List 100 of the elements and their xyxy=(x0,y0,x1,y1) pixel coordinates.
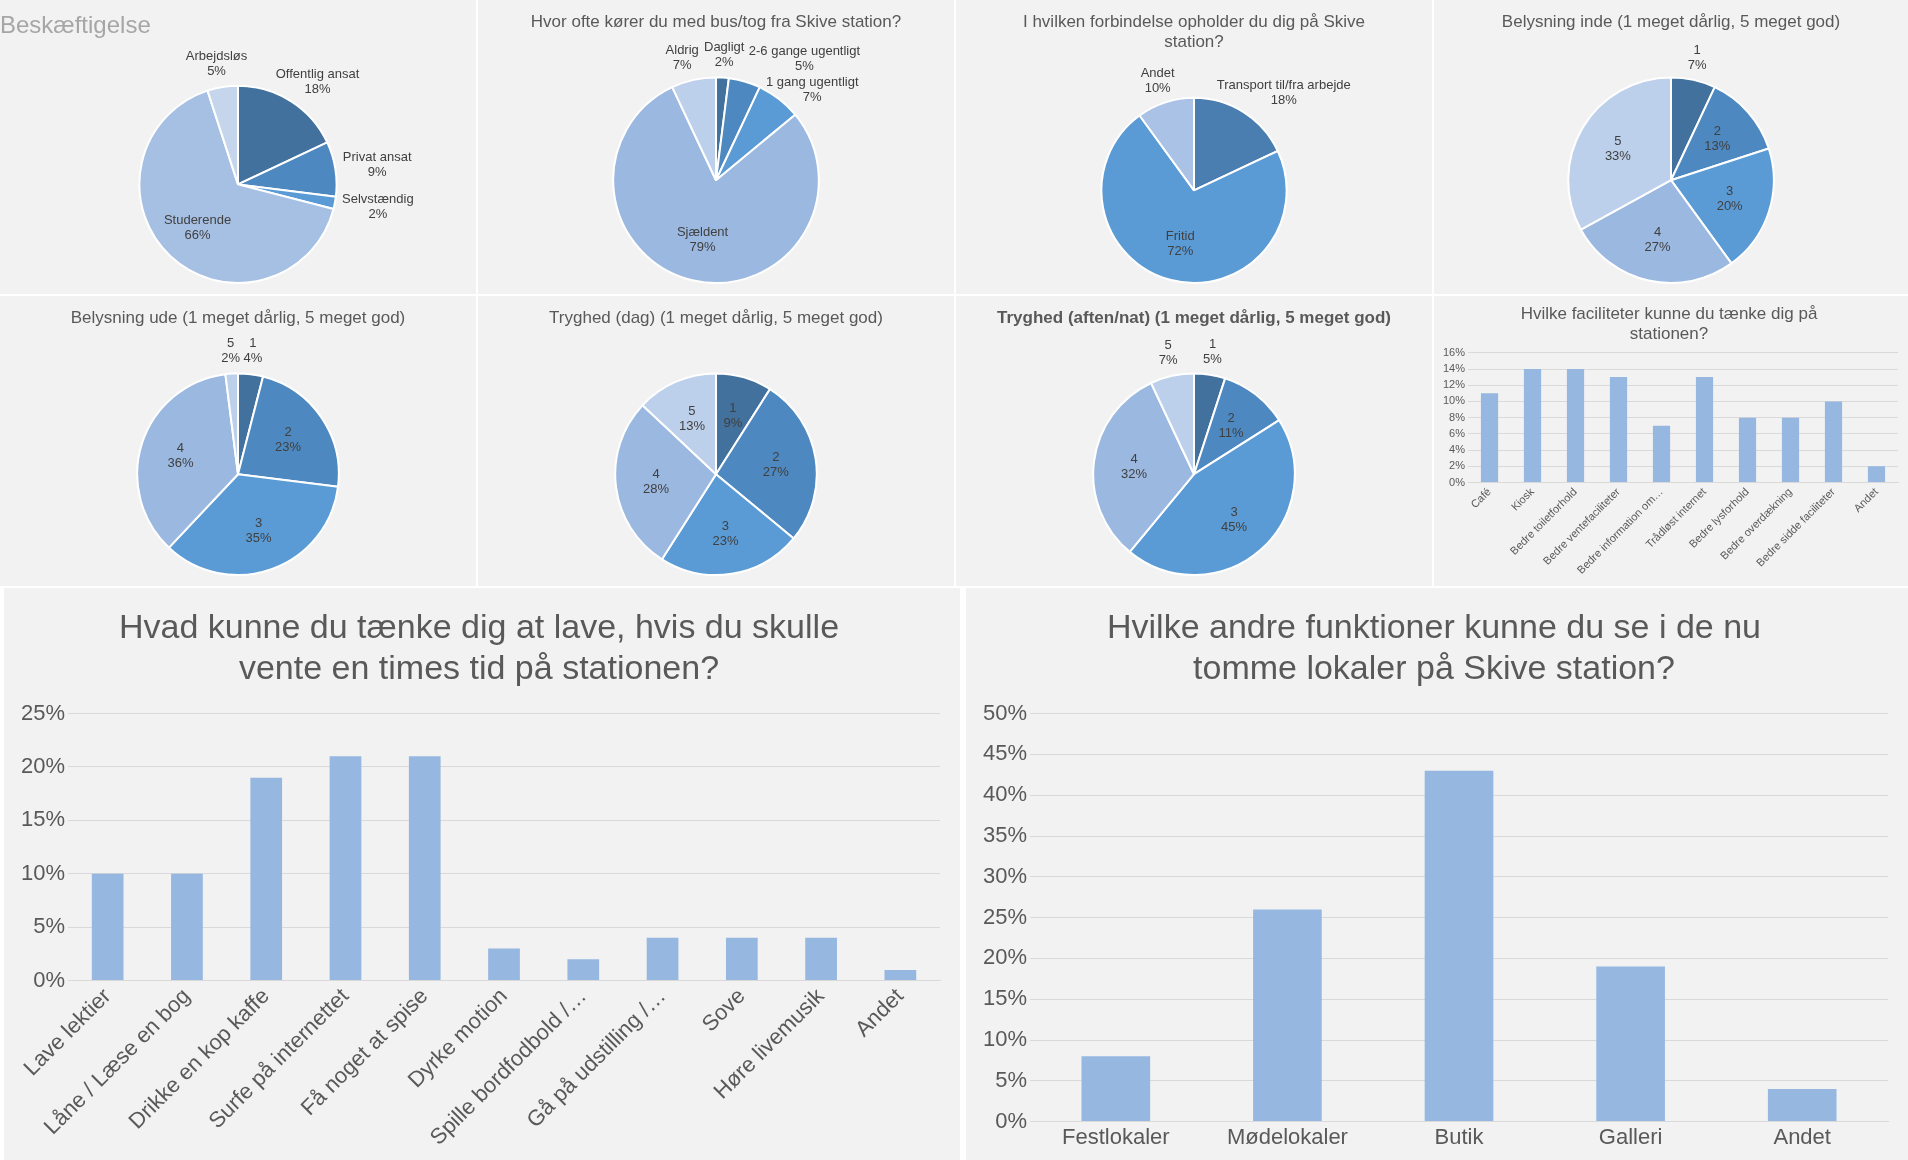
x-tick-label: Andet xyxy=(1773,1123,1831,1149)
y-tick-label: 0% xyxy=(995,1107,1028,1133)
data-label: 28% xyxy=(642,480,670,496)
y-tick-label: 15% xyxy=(982,985,1028,1011)
data-label: 23% xyxy=(712,533,739,549)
bar xyxy=(567,959,600,981)
x-tick-label: Mødelokaler xyxy=(1226,1123,1348,1149)
data-label: 13% xyxy=(1704,138,1731,154)
slice-label: 4 xyxy=(1130,450,1138,466)
y-tick-label: 6% xyxy=(1449,426,1466,439)
data-label: 7% xyxy=(1158,352,1179,368)
data-label: 66% xyxy=(184,226,211,242)
slice-label: Privat ansat xyxy=(342,149,412,165)
slice-label: 4 xyxy=(652,465,660,481)
bar xyxy=(1867,466,1886,483)
chart-title: Tryghed (dag) (1 meget dårlig, 5 meget god) xyxy=(549,307,883,327)
slice-label: 1 xyxy=(249,335,257,351)
slice-label: 2 xyxy=(772,448,780,464)
slice-label: Arbejdsløs xyxy=(185,48,248,64)
y-tick-label: 25% xyxy=(982,903,1028,929)
y-tick-label: 20% xyxy=(982,944,1028,970)
bar xyxy=(646,937,679,981)
bar xyxy=(805,937,837,981)
slice-label: 3 xyxy=(254,515,263,531)
bar xyxy=(250,777,283,981)
x-tick-label: Galleri xyxy=(1598,1123,1663,1149)
y-tick-label: 0% xyxy=(1449,475,1466,488)
data-label: 7% xyxy=(1687,56,1708,72)
chart-title: Hvor ofte kører du med bus/tog fra Skive station? xyxy=(530,11,902,31)
data-label: 32% xyxy=(1120,465,1148,481)
slice-label: 5 xyxy=(226,334,235,350)
slice-label: 2 xyxy=(1227,410,1235,426)
bar xyxy=(1695,377,1714,483)
bar xyxy=(1081,1056,1151,1122)
slice-label: 2-6 gange ugentligt xyxy=(748,43,861,59)
slice-label: 5 xyxy=(1614,132,1622,148)
data-label: 5% xyxy=(1203,351,1223,366)
y-tick-label: 30% xyxy=(982,862,1028,888)
y-tick-label: 4% xyxy=(1449,443,1466,456)
data-label: 9% xyxy=(723,415,743,431)
slice-label: Aldrig xyxy=(665,41,699,57)
slice-label: Studerende xyxy=(163,211,232,227)
chart-title: Belysning ude (1 meget dårlig, 5 meget god) xyxy=(70,307,406,327)
y-tick-label: 0% xyxy=(33,966,66,992)
bar xyxy=(408,756,441,981)
data-label: 11% xyxy=(1218,425,1245,441)
bar xyxy=(725,937,758,981)
data-label: 2% xyxy=(368,206,388,222)
bar xyxy=(1566,369,1585,483)
bar xyxy=(171,873,203,981)
data-label: 72% xyxy=(1167,243,1194,259)
y-tick-label: 45% xyxy=(982,740,1028,766)
x-tick-label: Festlokaler xyxy=(1062,1123,1170,1149)
bar xyxy=(488,948,520,981)
data-label: 79% xyxy=(689,239,716,255)
slice-label: 2 xyxy=(1713,123,1721,139)
data-label: 18% xyxy=(1270,91,1298,107)
slice-label: 1 xyxy=(1693,41,1701,57)
data-label: 5% xyxy=(795,58,815,74)
data-label: 5% xyxy=(207,63,227,79)
data-label: 23% xyxy=(275,439,302,455)
slice-label: Selvstændig xyxy=(342,191,414,207)
bar xyxy=(329,756,362,981)
bar xyxy=(1480,393,1499,483)
slice-label: 1 gang ugentligt xyxy=(766,73,859,89)
slice-label: Fritid xyxy=(1165,228,1195,244)
y-tick-label: 40% xyxy=(982,781,1028,807)
bar xyxy=(91,873,124,981)
slice-label: Transport til/fra arbejde xyxy=(1216,76,1351,92)
data-label: 7% xyxy=(672,56,693,72)
data-label: 20% xyxy=(1716,198,1744,214)
data-label: 33% xyxy=(1604,147,1632,163)
data-label: 2% xyxy=(714,53,735,69)
data-label: 18% xyxy=(304,80,331,96)
bar xyxy=(1824,401,1843,483)
y-tick-label: 5% xyxy=(995,1066,1028,1092)
bar xyxy=(1609,377,1628,483)
slice-label: 2 xyxy=(284,424,292,440)
data-label: 35% xyxy=(245,530,272,546)
chart-title: Hvilke faciliteter kunne du tænke dig på stationen? xyxy=(1520,303,1818,344)
data-label: 7% xyxy=(802,88,823,104)
data-label: 45% xyxy=(1220,518,1248,534)
y-tick-label: 10% xyxy=(982,1026,1028,1052)
data-label: 36% xyxy=(167,454,194,470)
bar xyxy=(1652,425,1671,483)
bar xyxy=(1253,909,1322,1122)
chart-title: Hvilke andre funktioner kunne du se i de nu tomme lokaler på Skive station? xyxy=(1107,606,1761,686)
y-tick-label: 14% xyxy=(1442,362,1466,375)
slice-label: Offentlig ansat xyxy=(275,65,360,81)
data-label: 9% xyxy=(367,164,388,180)
y-tick-label: 5% xyxy=(33,913,66,939)
bar xyxy=(1738,417,1757,483)
y-tick-label: 16% xyxy=(1442,345,1466,358)
y-tick-label: 15% xyxy=(20,806,66,832)
bar xyxy=(884,969,917,981)
slice-label: 3 xyxy=(1726,183,1734,199)
slice-label: 5 xyxy=(1164,337,1172,353)
y-tick-label: 50% xyxy=(982,699,1028,725)
slice-label: Dagligt xyxy=(703,38,745,54)
data-label: 4% xyxy=(243,350,263,366)
